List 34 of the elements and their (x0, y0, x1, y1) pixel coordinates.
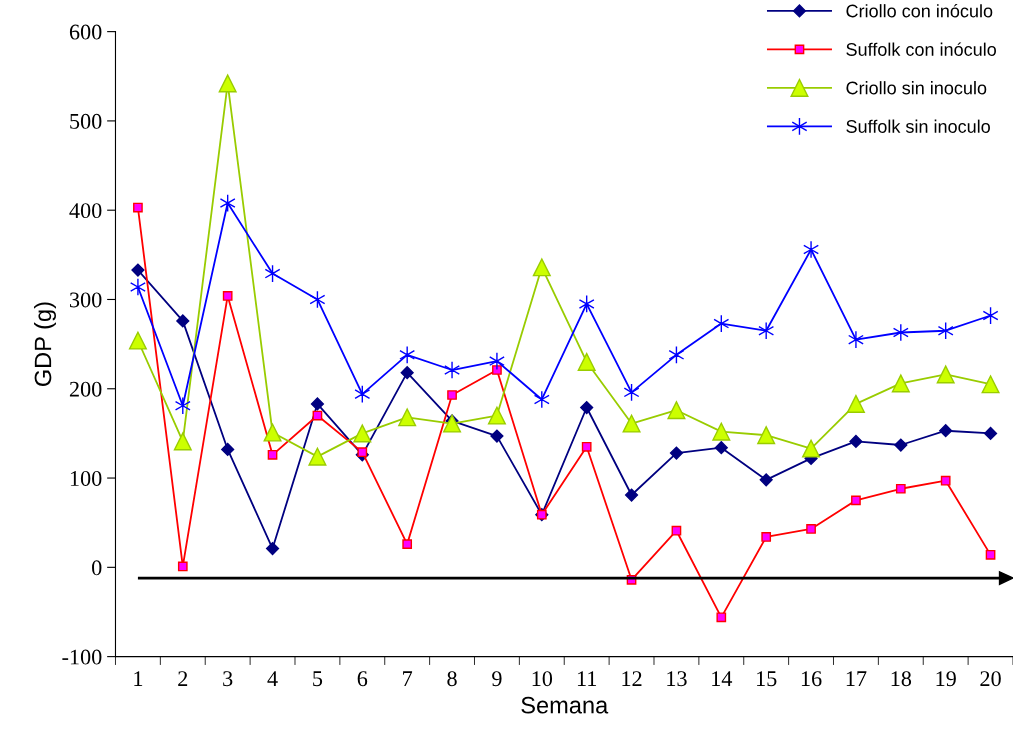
x-tick-label: 1 (134, 671, 143, 686)
x-tick-label: 12 (622, 671, 642, 686)
x-tick-label: 11 (577, 671, 597, 686)
x-tick-label: 18 (891, 671, 912, 687)
y-tick-label: 600 (69, 24, 102, 40)
x-tick-label: 8 (447, 671, 457, 687)
y-tick-label: 500 (70, 113, 102, 129)
y-tick-label: 100 (70, 470, 102, 486)
x-tick-label: 6 (357, 671, 368, 687)
x-axis-title: Semana (521, 696, 609, 714)
x-tick-label: 16 (801, 671, 822, 687)
x-tick-label: 9 (492, 671, 502, 687)
y-axis-title: GDP (g) (33, 302, 56, 387)
x-tick-label: 20 (980, 671, 1001, 687)
legend-label: Suffolk sin inoculo (846, 119, 990, 133)
y-tick-label: 0 (92, 560, 102, 576)
x-tick-label: 7 (403, 671, 413, 686)
x-tick-label: 3 (223, 671, 233, 687)
y-tick-label: 300 (70, 292, 102, 308)
legend-label: Criollo con inóculo (846, 3, 993, 18)
y-tick-label: 200 (69, 381, 102, 397)
x-tick-label: 5 (313, 671, 323, 687)
legend-label: Criollo sin inoculo (846, 81, 987, 95)
x-tick-label: 2 (178, 671, 188, 686)
x-tick-label: 19 (936, 671, 956, 687)
x-tick-label: 14 (712, 671, 733, 686)
x-tick-label: 13 (667, 671, 687, 687)
x-tick-label: 15 (757, 671, 777, 687)
y-tick-label: -100 (62, 649, 102, 665)
x-tick-label: 10 (532, 671, 553, 687)
x-tick-label: 4 (267, 671, 278, 686)
x-tick-label: 17 (846, 671, 867, 686)
y-tick-label: 400 (69, 203, 102, 219)
legend-label: Suffolk con inóculo (846, 42, 996, 56)
